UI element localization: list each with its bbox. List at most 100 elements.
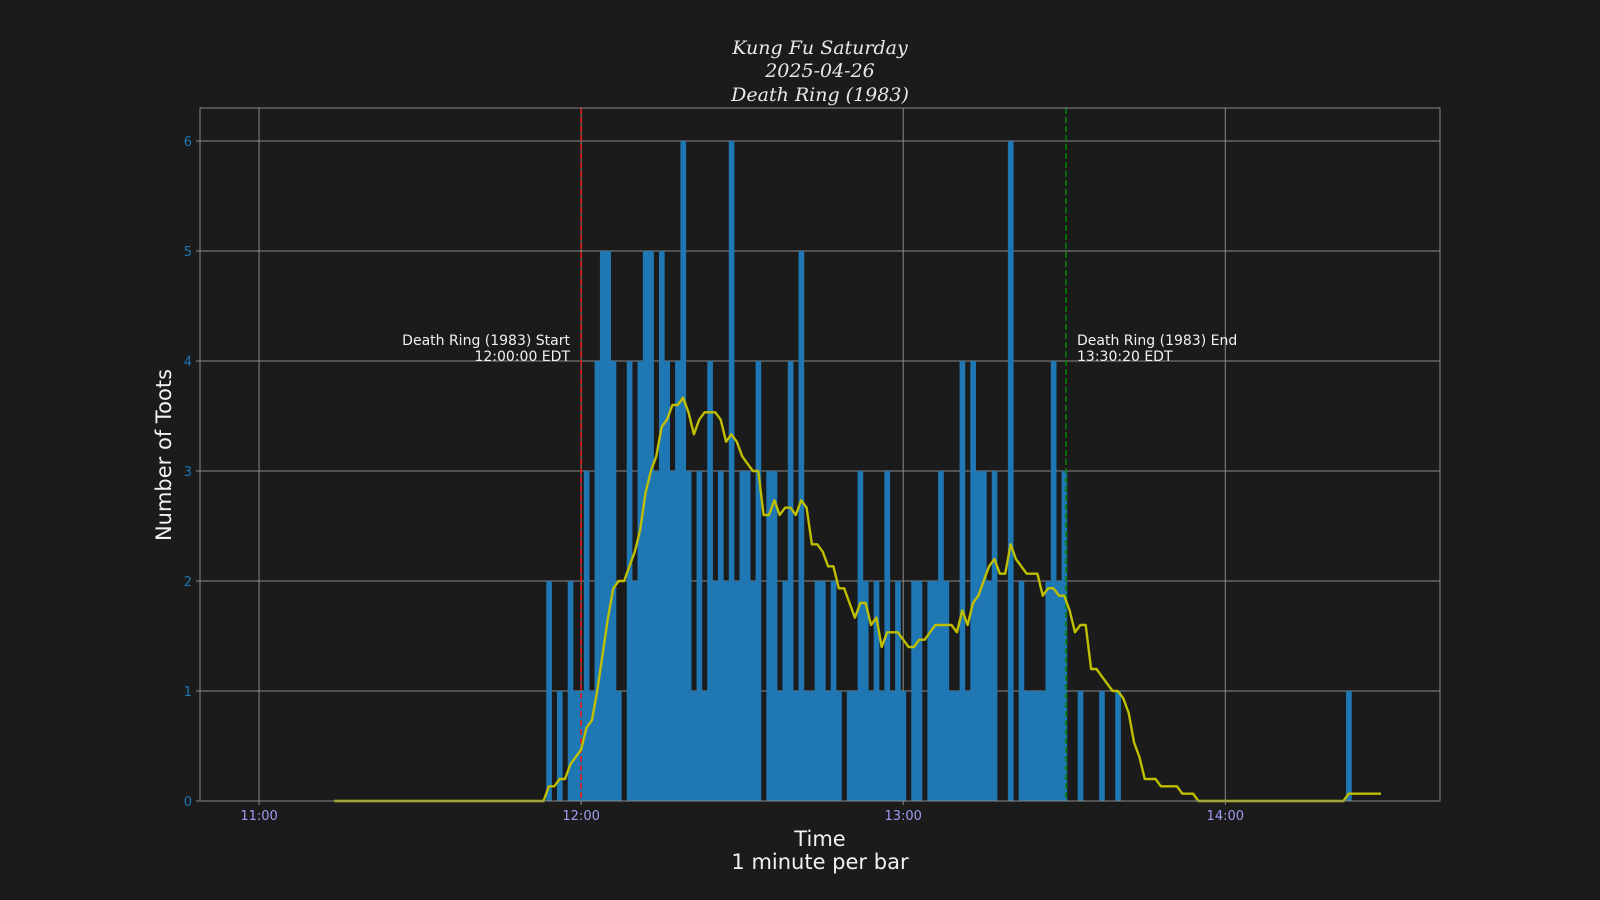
bar <box>798 251 805 801</box>
bar <box>685 471 692 801</box>
bar <box>658 251 665 801</box>
bar <box>879 691 885 801</box>
y-tick-label: 0 <box>184 795 192 810</box>
bar <box>814 581 821 801</box>
bar <box>567 581 574 801</box>
bar <box>1040 691 1046 801</box>
bar <box>610 361 617 801</box>
bar <box>809 691 815 801</box>
bar <box>981 471 987 801</box>
chart-title-line-3: Death Ring (1983) <box>730 84 909 106</box>
bar <box>954 691 960 801</box>
bar <box>846 691 853 801</box>
bar <box>696 471 703 801</box>
bar <box>1077 691 1084 801</box>
bar <box>777 691 783 801</box>
x-tick-label: 14:00 <box>1207 809 1244 824</box>
bar <box>583 471 590 801</box>
bar <box>943 581 950 801</box>
bar <box>986 581 993 801</box>
bar <box>691 691 697 801</box>
bar <box>932 581 939 801</box>
bar <box>632 581 638 801</box>
bar <box>605 251 611 801</box>
x-axis-label: Time <box>793 827 845 851</box>
bar <box>889 691 896 801</box>
bar <box>1007 141 1014 801</box>
plot-frame <box>199 107 1441 802</box>
chart-title-line-1: Kung Fu Saturday <box>731 37 908 59</box>
bar <box>594 361 601 801</box>
bar <box>744 471 751 801</box>
bar <box>857 471 864 801</box>
bar <box>991 471 998 801</box>
y-tick-label: 6 <box>184 135 192 150</box>
bar <box>895 581 901 801</box>
bar <box>1056 581 1062 801</box>
bar <box>739 471 746 801</box>
bar <box>718 471 724 801</box>
bar <box>900 691 907 801</box>
bar <box>964 691 971 801</box>
bar <box>927 581 934 801</box>
bar <box>1045 581 1052 801</box>
bar <box>959 361 966 801</box>
bar <box>766 471 772 801</box>
bar <box>556 691 563 801</box>
bar <box>728 141 735 801</box>
bar <box>1050 361 1057 801</box>
y-tick-label: 3 <box>184 465 192 480</box>
bar <box>975 471 982 801</box>
bar <box>1018 581 1025 801</box>
x-tick-label: 12:00 <box>562 809 599 824</box>
bar <box>546 581 552 801</box>
bar <box>1029 691 1036 801</box>
bar <box>712 581 719 801</box>
bar <box>825 691 832 801</box>
bar <box>701 691 708 801</box>
bar <box>648 251 654 801</box>
bar <box>637 361 644 801</box>
bar <box>669 471 676 801</box>
bar <box>830 581 837 801</box>
bar <box>573 691 579 801</box>
bar <box>750 581 756 801</box>
bar <box>862 581 869 801</box>
y-axis-label: Number of Toots <box>152 369 176 541</box>
bar <box>938 471 944 801</box>
y-tick-label: 1 <box>184 685 192 700</box>
bar <box>1115 691 1121 801</box>
end-annotation-line-2: 13:30:20 EDT <box>1077 349 1173 365</box>
gridlines <box>200 108 1440 802</box>
tick-labels: 0 1 2 3 4 5 6 11:00 12:00 13:00 14:00 <box>184 135 1244 824</box>
bar <box>836 691 842 801</box>
bar <box>1099 691 1105 801</box>
y-tick-label: 5 <box>184 245 192 260</box>
bar <box>1346 691 1352 801</box>
bar <box>868 691 874 801</box>
bar <box>782 581 789 801</box>
x-axis-sublabel: 1 minute per bar <box>731 850 909 874</box>
bar <box>723 581 730 801</box>
bar <box>787 361 794 801</box>
x-tick-label: 11:00 <box>240 809 277 824</box>
bar <box>616 691 622 801</box>
bar <box>599 251 606 801</box>
chart-title-line-2: 2025-04-26 <box>764 60 875 82</box>
end-annotation-line-1: Death Ring (1983) End <box>1077 333 1237 349</box>
bar <box>734 581 740 801</box>
start-annotation-line-1: Death Ring (1983) Start <box>402 333 570 349</box>
bar <box>970 361 976 801</box>
bar <box>675 361 681 801</box>
start-annotation-line-2: 12:00:00 EDT <box>474 349 570 365</box>
bar <box>626 361 633 801</box>
x-tick-label: 13:00 <box>884 809 921 824</box>
y-tick-label: 2 <box>184 575 192 590</box>
bar <box>1023 691 1030 801</box>
bar <box>793 691 799 801</box>
bar <box>664 361 670 801</box>
bar <box>589 691 595 801</box>
bar <box>771 471 778 801</box>
bar <box>642 251 649 801</box>
